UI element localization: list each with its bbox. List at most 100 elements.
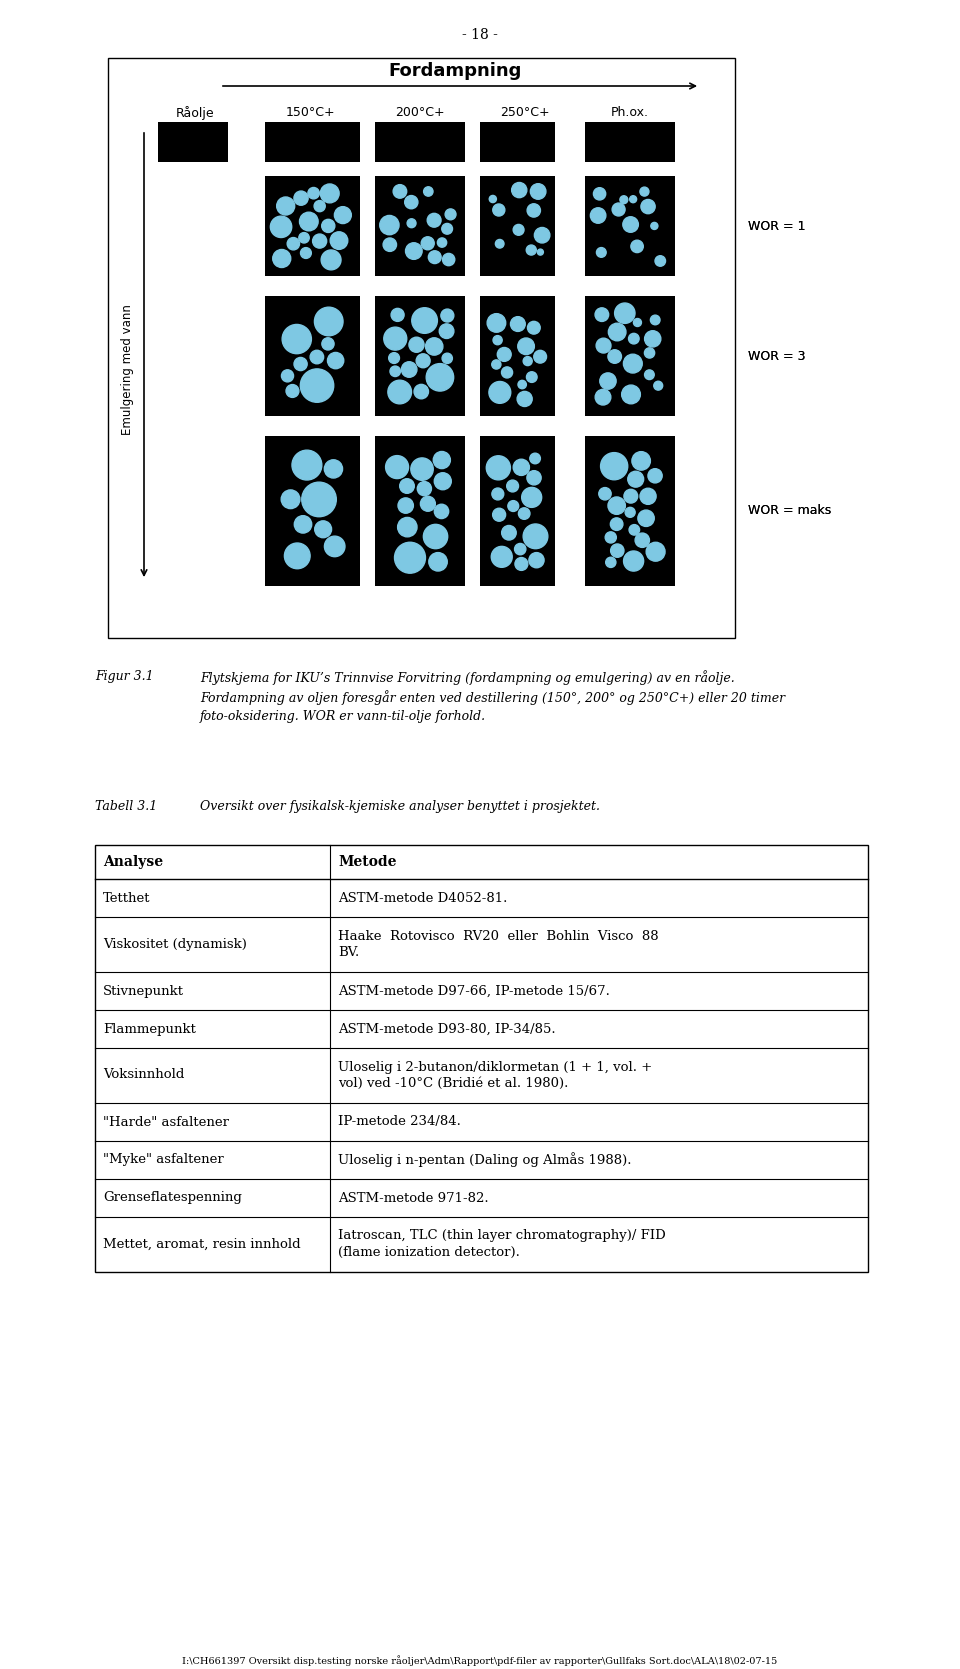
Circle shape xyxy=(517,339,535,354)
Circle shape xyxy=(521,487,541,507)
Text: Analyse: Analyse xyxy=(103,855,163,870)
Circle shape xyxy=(632,452,651,471)
Circle shape xyxy=(502,526,516,541)
Text: vol) ved -10°C (Bridié et al. 1980).: vol) ved -10°C (Bridié et al. 1980). xyxy=(338,1077,568,1090)
Circle shape xyxy=(526,245,537,255)
Circle shape xyxy=(512,182,527,197)
Circle shape xyxy=(654,381,662,391)
Circle shape xyxy=(492,509,506,521)
Circle shape xyxy=(412,307,438,334)
Text: Stivnepunkt: Stivnepunkt xyxy=(103,985,184,998)
Text: Uloselig i 2-butanon/diklormetan (1 + 1, vol. +: Uloselig i 2-butanon/diklormetan (1 + 1,… xyxy=(338,1060,652,1073)
Circle shape xyxy=(641,200,655,214)
Circle shape xyxy=(394,185,407,199)
Circle shape xyxy=(300,369,334,402)
Text: "Myke" asfaltener: "Myke" asfaltener xyxy=(103,1153,224,1167)
Circle shape xyxy=(640,489,656,504)
Bar xyxy=(480,175,555,275)
Circle shape xyxy=(608,350,621,364)
Circle shape xyxy=(271,217,292,237)
Text: 200°C+: 200°C+ xyxy=(396,107,444,118)
Circle shape xyxy=(388,381,412,404)
Text: Haake  Rotovisco  RV20  eller  Bohlin  Visco  88: Haake Rotovisco RV20 eller Bohlin Visco … xyxy=(338,930,659,943)
Circle shape xyxy=(380,215,399,235)
Text: - 18 -: - 18 - xyxy=(462,28,498,42)
Circle shape xyxy=(429,552,447,571)
Circle shape xyxy=(527,322,540,334)
Circle shape xyxy=(508,501,518,511)
Circle shape xyxy=(294,357,307,371)
Circle shape xyxy=(634,319,641,327)
Circle shape xyxy=(487,314,506,332)
Text: Voksinnhold: Voksinnhold xyxy=(103,1068,184,1082)
Text: IP-metode 234/84.: IP-metode 234/84. xyxy=(338,1115,461,1128)
Text: foto-oksidering. WOR er vann-til-olje forhold.: foto-oksidering. WOR er vann-til-olje fo… xyxy=(200,709,486,723)
Circle shape xyxy=(535,227,550,244)
Circle shape xyxy=(492,546,513,567)
Bar xyxy=(585,436,675,586)
Text: Fordampning: Fordampning xyxy=(388,62,521,80)
Circle shape xyxy=(310,350,324,364)
Circle shape xyxy=(611,517,623,531)
Circle shape xyxy=(487,456,511,481)
Circle shape xyxy=(497,347,511,362)
Circle shape xyxy=(648,469,662,482)
Circle shape xyxy=(405,242,422,259)
Circle shape xyxy=(401,362,417,377)
Circle shape xyxy=(601,452,628,479)
Circle shape xyxy=(609,324,626,340)
Circle shape xyxy=(428,250,442,264)
Text: Metode: Metode xyxy=(338,855,396,870)
Bar xyxy=(265,436,360,586)
Text: 150°C+: 150°C+ xyxy=(285,107,335,118)
Bar xyxy=(265,175,360,275)
Circle shape xyxy=(599,487,612,501)
Circle shape xyxy=(622,386,640,404)
Circle shape xyxy=(438,239,446,247)
Bar xyxy=(375,295,465,416)
Circle shape xyxy=(640,187,649,195)
Circle shape xyxy=(276,197,295,215)
Circle shape xyxy=(397,517,417,537)
Circle shape xyxy=(646,542,665,561)
Circle shape xyxy=(623,354,642,374)
Circle shape xyxy=(527,204,540,217)
Circle shape xyxy=(314,200,325,212)
Circle shape xyxy=(321,184,339,204)
Circle shape xyxy=(324,459,343,477)
Circle shape xyxy=(527,471,541,486)
Circle shape xyxy=(395,542,425,572)
Circle shape xyxy=(434,472,451,489)
Text: ASTM-metode D97-66, IP-metode 15/67.: ASTM-metode D97-66, IP-metode 15/67. xyxy=(338,985,610,998)
Text: Grenseflatespenning: Grenseflatespenning xyxy=(103,1192,242,1205)
Text: ASTM-metode 971-82.: ASTM-metode 971-82. xyxy=(338,1192,489,1205)
Circle shape xyxy=(427,214,441,227)
Circle shape xyxy=(493,335,502,345)
Circle shape xyxy=(595,307,609,322)
Circle shape xyxy=(315,307,343,335)
Circle shape xyxy=(515,557,528,571)
Circle shape xyxy=(523,357,532,366)
Bar xyxy=(95,845,868,1272)
Bar xyxy=(375,122,465,162)
Circle shape xyxy=(409,337,424,352)
Circle shape xyxy=(414,384,428,399)
Circle shape xyxy=(423,187,433,197)
Bar xyxy=(480,436,555,586)
Circle shape xyxy=(327,352,344,369)
Circle shape xyxy=(286,384,299,397)
Circle shape xyxy=(526,372,537,382)
Circle shape xyxy=(530,454,540,464)
Circle shape xyxy=(399,479,415,494)
Circle shape xyxy=(273,249,291,267)
Circle shape xyxy=(420,496,436,511)
Circle shape xyxy=(322,337,334,350)
Circle shape xyxy=(608,497,625,514)
Circle shape xyxy=(507,481,518,492)
Text: (flame ionization detector).: (flame ionization detector). xyxy=(338,1245,520,1258)
Bar xyxy=(265,122,360,162)
Text: "Harde" asfaltener: "Harde" asfaltener xyxy=(103,1115,229,1128)
Text: ASTM-metode D4052-81.: ASTM-metode D4052-81. xyxy=(338,891,508,905)
Circle shape xyxy=(637,511,655,526)
Bar xyxy=(158,122,228,162)
